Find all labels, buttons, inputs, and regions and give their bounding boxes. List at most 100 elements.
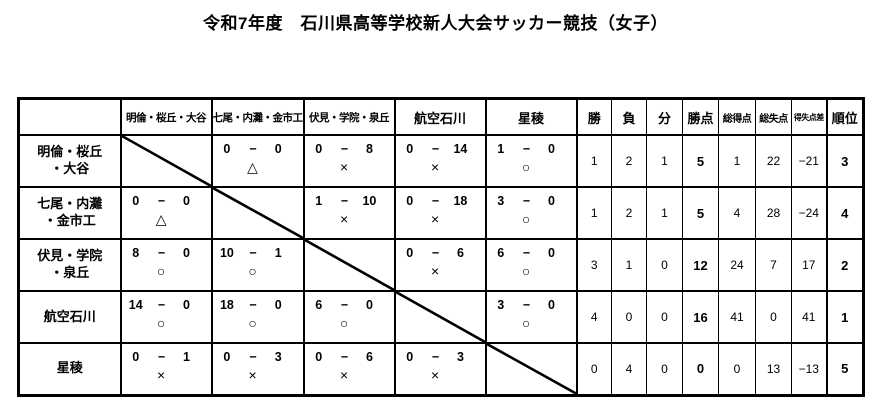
- diagonal-line: [213, 188, 303, 238]
- stat-goal-diff: 41: [791, 290, 827, 344]
- match-score: 0 − 6: [306, 345, 393, 364]
- team-name-cell: 星稜: [17, 342, 122, 396]
- table-row: 七尾・内灘 ・金市工 0−0 △ 1−10 × 0−18 × 3−0 ○ 1 2…: [17, 186, 864, 240]
- home-score: 6: [497, 246, 505, 260]
- team-name-cell: 伏見・学院 ・泉丘: [17, 238, 122, 292]
- stat-goal-diff: −24: [791, 186, 827, 240]
- match-outcome-symbol: ○: [248, 315, 257, 331]
- match-result-cell: 1 −10 ×: [302, 186, 396, 240]
- score-dash: −: [249, 142, 257, 156]
- score-dash: −: [431, 194, 440, 208]
- match-result-cell: 10 − 1 ○: [210, 238, 305, 292]
- home-score: 0: [223, 142, 231, 156]
- match-outcome-symbol: ○: [156, 315, 166, 331]
- score-dash: −: [522, 298, 531, 312]
- team-name-cell: 航空石川: [17, 290, 122, 344]
- self-match-cell: [119, 134, 213, 188]
- match-outcome-symbol: ○: [521, 159, 531, 175]
- home-score: 0: [132, 350, 140, 364]
- home-score: 0: [406, 142, 414, 156]
- match-result-cell: 18 − 0 ○: [210, 290, 305, 344]
- score-dash: −: [249, 246, 257, 260]
- match-score: 0 − 3: [397, 345, 484, 364]
- diagonal-line: [396, 292, 485, 342]
- stat-losses: 4: [611, 342, 647, 396]
- away-score: 10: [362, 194, 377, 208]
- away-score: 0: [547, 142, 555, 156]
- home-score: 3: [497, 298, 505, 312]
- away-score: 0: [365, 298, 373, 312]
- stat-goals-against: 0: [755, 290, 792, 344]
- table-row: 伏見・学院 ・泉丘 8 − 0 ○ 10 − 1 ○ 0 − 6 × 6 − 0 ○ 3 1 0…: [17, 238, 864, 292]
- match-result-cell: 8 − 0 ○: [119, 238, 213, 292]
- match-result-cell: 3 − 0 ○: [484, 290, 578, 344]
- match-score: 1 − 0: [488, 137, 575, 156]
- stat-draws: 0: [646, 290, 683, 344]
- away-score: 1: [274, 246, 282, 260]
- score-dash: −: [522, 194, 531, 208]
- header-row: 明倫・桜丘・大谷 七尾・内灘・金市工 伏見・学院・泉丘 航空石川 星稜 勝 負 …: [17, 97, 864, 136]
- match-score: 0 − 6: [397, 241, 484, 260]
- match-outcome-symbol: ×: [340, 159, 349, 175]
- stat-goals-for: 4: [718, 186, 756, 240]
- col-header-wins: 勝: [575, 97, 612, 136]
- score-dash: −: [249, 298, 257, 312]
- score-dash: −: [522, 142, 531, 156]
- col-header-rank: 順位: [825, 97, 864, 136]
- self-match-cell: [210, 186, 305, 240]
- match-result-cell: 0 − 8 ×: [302, 134, 396, 188]
- col-header-opponent-4: 航空石川: [393, 97, 487, 136]
- score-dash: −: [340, 142, 349, 156]
- stat-goals-for: 41: [718, 290, 756, 344]
- match-result-cell: 0 − 3 ×: [393, 342, 487, 396]
- match-outcome-symbol: ○: [521, 315, 531, 331]
- match-score: 0 − 3: [214, 345, 302, 364]
- score-dash: −: [431, 246, 440, 260]
- away-score: 1: [182, 350, 190, 364]
- home-score: 0: [315, 142, 323, 156]
- home-score: 14: [128, 298, 143, 312]
- match-score: 0 − 8: [306, 137, 393, 156]
- diagonal-line: [122, 136, 211, 186]
- match-outcome-symbol: ×: [340, 211, 349, 227]
- match-outcome-symbol: ×: [431, 367, 440, 383]
- away-score: 0: [547, 298, 555, 312]
- match-outcome-symbol: ○: [156, 263, 166, 279]
- match-outcome-symbol: ×: [157, 367, 166, 383]
- stat-points: 16: [682, 290, 719, 344]
- match-outcome-symbol: ○: [521, 211, 531, 227]
- stat-goals-for: 24: [718, 238, 756, 292]
- home-score: 0: [406, 194, 414, 208]
- score-dash: −: [522, 246, 531, 260]
- away-score: 0: [182, 246, 190, 260]
- stat-points: 12: [682, 238, 719, 292]
- stat-losses: 1: [611, 238, 647, 292]
- page-title: 令和7年度 石川県高等学校新人大会サッカー競技（女子）: [203, 14, 668, 33]
- stat-losses: 2: [611, 134, 647, 188]
- match-outcome-symbol: ×: [340, 367, 349, 383]
- results-table: 明倫・桜丘・大谷 七尾・内灘・金市工 伏見・学院・泉丘 航空石川 星稜 勝 負 …: [17, 97, 865, 397]
- team-name-cell: 七尾・内灘 ・金市工: [17, 186, 122, 240]
- match-result-cell: 0 −14 ×: [393, 134, 487, 188]
- stat-wins: 1: [575, 186, 612, 240]
- away-score: 6: [456, 246, 464, 260]
- stat-rank: 5: [825, 342, 864, 396]
- home-score: 0: [406, 246, 414, 260]
- stat-wins: 1: [575, 134, 612, 188]
- match-score: 0 − 1: [123, 345, 210, 364]
- match-result-cell: 0 −18 ×: [393, 186, 487, 240]
- table-row: 航空石川 14−0 ○ 18−0 ○ 6−0 ○ 3−0 ○ 4 0 0 16 …: [17, 290, 864, 344]
- stat-goals-for: 0: [718, 342, 756, 396]
- stat-losses: 2: [611, 186, 647, 240]
- match-outcome-symbol: △: [247, 159, 258, 175]
- match-result-cell: 0 − 6 ×: [302, 342, 396, 396]
- match-outcome-symbol: ○: [521, 263, 531, 279]
- away-score: 0: [274, 298, 282, 312]
- stat-draws: 0: [646, 342, 683, 396]
- match-score: 14− 0: [123, 293, 210, 312]
- match-outcome-symbol: ×: [248, 367, 257, 383]
- stat-goals-against: 22: [755, 134, 792, 188]
- match-result-cell: 1 − 0 ○: [484, 134, 578, 188]
- home-score: 1: [497, 142, 505, 156]
- col-header-opponent-2: 七尾・内灘・金市工: [210, 97, 305, 136]
